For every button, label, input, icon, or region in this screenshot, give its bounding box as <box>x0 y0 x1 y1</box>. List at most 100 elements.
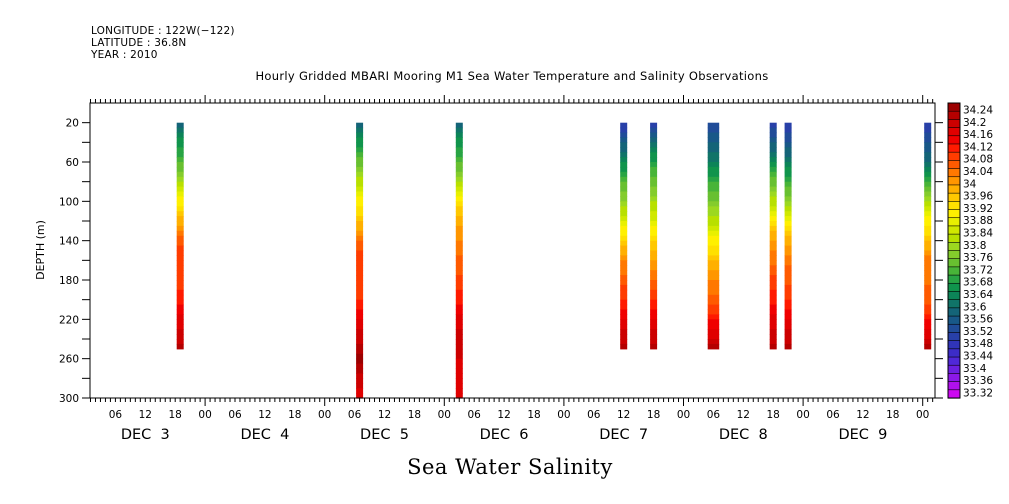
profile-cell <box>924 284 932 291</box>
profile-cell <box>784 166 792 173</box>
profile-cell <box>650 225 658 232</box>
profile-cell <box>784 289 792 296</box>
profile-cell <box>769 294 777 301</box>
profile-cell <box>707 289 720 296</box>
profile-cell <box>176 240 184 247</box>
x-tick-label: 00 <box>198 409 211 421</box>
colorbar-swatch <box>947 307 961 317</box>
x-tick-label: 00 <box>916 409 929 421</box>
profile-cell <box>356 388 364 394</box>
x-tick-label: 18 <box>767 409 780 421</box>
profile-cell <box>924 280 932 286</box>
profile-cell <box>924 245 932 252</box>
profile-cell <box>455 353 463 360</box>
profile-cell <box>455 363 463 370</box>
profile-cell <box>620 171 628 178</box>
colorbar-swatch <box>947 201 961 211</box>
profile-cell <box>924 265 932 271</box>
profile-cell <box>924 250 932 256</box>
colorbar-label: 33.92 <box>963 203 993 215</box>
colorbar-label: 33.88 <box>963 215 993 227</box>
colorbar-label: 34.08 <box>963 154 993 166</box>
profile-cell <box>769 304 777 311</box>
profile-cell <box>924 162 932 168</box>
chart-title: Hourly Gridded MBARI Mooring M1 Sea Wate… <box>255 69 769 83</box>
colorbar-swatch <box>947 184 961 194</box>
profile-cell <box>769 265 777 271</box>
colorbar-swatch <box>947 381 961 391</box>
profile-cell <box>620 245 628 252</box>
profile-cell <box>620 157 628 163</box>
profile-cell <box>769 280 777 286</box>
profile-cell <box>176 329 184 335</box>
profile-cell <box>707 122 720 129</box>
profile-cell <box>176 304 184 311</box>
profile-cell <box>650 166 658 173</box>
profile-cell <box>455 181 463 188</box>
profile-cell <box>176 260 184 266</box>
profile-cell <box>620 235 628 242</box>
profile-cell <box>924 137 932 143</box>
profile-cell <box>769 289 777 296</box>
profile-cell <box>356 329 364 335</box>
x-tick-label: 06 <box>228 409 242 421</box>
profile-cell <box>650 324 658 330</box>
profile-cell <box>769 343 777 350</box>
colorbar-label: 33.68 <box>963 277 993 289</box>
profile-cell <box>924 319 932 325</box>
profile-cell <box>769 152 777 158</box>
profile-cell <box>620 260 628 266</box>
profile-cell <box>924 230 932 237</box>
profile-cell <box>176 289 184 296</box>
profile-cell <box>924 176 932 183</box>
profile-cell <box>784 191 792 197</box>
profile-cell <box>620 211 628 217</box>
profile-cell <box>620 240 628 247</box>
profile-cell <box>784 250 792 256</box>
profile-cell <box>356 181 364 188</box>
profile-cell <box>784 152 792 158</box>
profile-cell <box>620 309 628 315</box>
profile-cell <box>620 265 628 271</box>
profile-cell <box>784 334 792 340</box>
profile-cell <box>620 319 628 325</box>
profile-cell <box>620 275 628 281</box>
profile-cell <box>176 191 184 197</box>
colorbar-label: 33.32 <box>963 387 993 399</box>
profile-cell <box>176 137 184 143</box>
profile-cell <box>356 393 364 399</box>
colorbar-swatch <box>947 110 961 120</box>
profile-cell <box>650 211 658 217</box>
profile-cell <box>620 343 628 350</box>
profile-cell <box>707 309 720 315</box>
profile-cell <box>455 230 463 237</box>
profile-cell <box>356 358 364 365</box>
profile-cell <box>784 304 792 311</box>
profile-cell <box>707 132 720 138</box>
profile-cell <box>784 270 792 276</box>
profile-cell <box>455 383 463 389</box>
colorbar-swatch <box>947 364 961 375</box>
profile-cell <box>784 255 792 261</box>
profile-cell <box>650 157 658 163</box>
profile-cell <box>356 363 364 370</box>
colorbar-swatch <box>947 323 961 334</box>
colorbar-label: 33.84 <box>963 228 993 240</box>
profile-cell <box>356 137 364 143</box>
profile-cell <box>620 186 628 193</box>
profile-cell <box>356 235 364 242</box>
colorbar-swatch <box>947 291 961 301</box>
profile-column <box>650 122 658 350</box>
profile-cell <box>620 196 628 202</box>
profile-cell <box>769 191 777 197</box>
profile-cell <box>176 284 184 291</box>
profile-cell <box>924 309 932 315</box>
profile-cell <box>455 176 463 183</box>
colorbar-label: 33.96 <box>963 191 993 203</box>
x-tick-label: 18 <box>169 409 182 421</box>
profile-cell <box>769 171 777 178</box>
colorbar-label: 34 <box>963 178 977 190</box>
colorbar-swatch <box>947 192 961 202</box>
profile-cell <box>769 196 777 202</box>
x-tick-label: 06 <box>109 409 123 421</box>
